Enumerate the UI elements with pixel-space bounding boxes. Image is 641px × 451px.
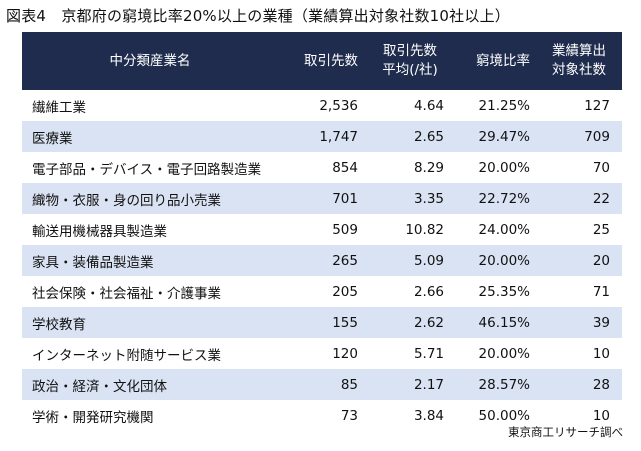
table-row: 社会保険・社会福祉・介護事業 205 2.66 25.35% 71	[22, 276, 622, 307]
cell-industry-name: インターネット附随サービス業	[32, 347, 221, 364]
cell-suppliers: 265	[332, 252, 358, 269]
cell-industry-name: 家具・装備品製造業	[32, 254, 154, 271]
data-table-container: 中分類産業名 取引先数 取引先数 平均(/社) 窮境比率 業績算出 対象社数 繊…	[22, 32, 622, 431]
cell-industry-name: 医療業	[32, 130, 73, 147]
header-row: 中分類産業名 取引先数 取引先数 平均(/社) 窮境比率 業績算出 対象社数	[22, 32, 622, 90]
cell-industry-name: 社会保険・社会福祉・介護事業	[32, 285, 221, 302]
cell-suppliers: 854	[332, 159, 358, 176]
cell-distress-ratio: 21.25%	[478, 97, 530, 114]
table-header: 中分類産業名 取引先数 取引先数 平均(/社) 窮境比率 業績算出 対象社数	[22, 32, 622, 90]
cell-distress-ratio: 29.47%	[478, 128, 530, 145]
cell-industry-name: 繊維工業	[32, 99, 86, 116]
cell-target-count: 127	[584, 97, 610, 114]
cell-avg-suppliers: 10.82	[405, 221, 444, 238]
table-row: 輸送用機械器具製造業 509 10.82 24.00% 25	[22, 214, 622, 245]
cell-avg-suppliers: 2.65	[413, 128, 444, 145]
header-target-line1: 業績算出	[552, 43, 606, 59]
header-avg-line1: 取引先数	[383, 43, 437, 59]
cell-target-count: 10	[592, 407, 610, 424]
cell-target-count: 71	[592, 283, 610, 300]
cell-distress-ratio: 24.00%	[478, 221, 530, 238]
cell-avg-suppliers: 8.29	[413, 159, 444, 176]
cell-industry-name: 学校教育	[32, 316, 86, 333]
cell-suppliers: 73	[340, 407, 358, 424]
cell-industry-name: 政治・経済・文化団体	[32, 378, 167, 395]
cell-suppliers: 509	[332, 221, 358, 238]
header-suppliers: 取引先数	[304, 52, 358, 69]
cell-target-count: 39	[592, 314, 610, 331]
cell-suppliers: 205	[332, 283, 358, 300]
table-row: 政治・経済・文化団体 85 2.17 28.57% 28	[22, 369, 622, 400]
header-distress-ratio: 窮境比率	[476, 52, 530, 69]
cell-industry-name: 学術・開発研究機関	[32, 409, 154, 426]
cell-industry-name: 織物・衣服・身の回り品小売業	[32, 192, 221, 209]
table-row: 電子部品・デバイス・電子回路製造業 854 8.29 20.00% 70	[22, 152, 622, 183]
cell-suppliers: 120	[332, 345, 358, 362]
industry-table: 中分類産業名 取引先数 取引先数 平均(/社) 窮境比率 業績算出 対象社数 繊…	[22, 32, 622, 431]
cell-target-count: 22	[592, 190, 610, 207]
cell-suppliers: 155	[332, 314, 358, 331]
cell-avg-suppliers: 4.64	[413, 97, 444, 114]
cell-distress-ratio: 20.00%	[478, 159, 530, 176]
cell-distress-ratio: 50.00%	[478, 407, 530, 424]
table-row: 学校教育 155 2.62 46.15% 39	[22, 307, 622, 338]
cell-avg-suppliers: 2.17	[413, 376, 444, 393]
cell-suppliers: 85	[340, 376, 358, 393]
cell-avg-suppliers: 3.35	[413, 190, 444, 207]
table-body: 繊維工業 2,536 4.64 21.25% 127 医療業 1,747 2.6…	[22, 90, 622, 431]
cell-target-count: 70	[592, 159, 610, 176]
header-target-count: 業績算出 対象社数	[542, 32, 622, 90]
source-note: 東京商工リサーチ調べ	[508, 425, 623, 439]
cell-target-count: 10	[592, 345, 610, 362]
cell-distress-ratio: 46.15%	[478, 314, 530, 331]
cell-target-count: 709	[584, 128, 610, 145]
cell-target-count: 20	[592, 252, 610, 269]
cell-suppliers: 2,536	[319, 97, 358, 114]
cell-distress-ratio: 28.57%	[478, 376, 530, 393]
cell-target-count: 28	[592, 376, 610, 393]
cell-industry-name: 輸送用機械器具製造業	[32, 223, 167, 240]
table-row: 繊維工業 2,536 4.64 21.25% 127	[22, 90, 622, 121]
header-avg-suppliers: 取引先数 平均(/社)	[370, 32, 456, 90]
cell-avg-suppliers: 5.09	[413, 252, 444, 269]
table-row: 医療業 1,747 2.65 29.47% 709	[22, 121, 622, 152]
cell-industry-name: 電子部品・デバイス・電子回路製造業	[32, 161, 262, 178]
table-row: 織物・衣服・身の回り品小売業 701 3.35 22.72% 22	[22, 183, 622, 214]
header-avg-line2: 平均(/社)	[382, 62, 438, 78]
cell-avg-suppliers: 2.66	[413, 283, 444, 300]
cell-target-count: 25	[592, 221, 610, 238]
table-row: 学術・開発研究機関 73 3.84 50.00% 10	[22, 400, 622, 431]
header-target-line2: 対象社数	[552, 62, 606, 78]
cell-distress-ratio: 20.00%	[478, 252, 530, 269]
cell-avg-suppliers: 2.62	[413, 314, 444, 331]
cell-avg-suppliers: 3.84	[413, 407, 444, 424]
table-row: 家具・装備品製造業 265 5.09 20.00% 20	[22, 245, 622, 276]
cell-suppliers: 1,747	[319, 128, 358, 145]
header-industry-name: 中分類産業名	[109, 52, 191, 69]
cell-avg-suppliers: 5.71	[413, 345, 444, 362]
cell-distress-ratio: 20.00%	[478, 345, 530, 362]
cell-distress-ratio: 22.72%	[478, 190, 530, 207]
figure-title: 図表4 京都府の窮境比率20%以上の業種（業績算出対象社数10社以上）	[6, 7, 510, 25]
table-row: インターネット附随サービス業 120 5.71 20.00% 10	[22, 338, 622, 369]
cell-suppliers: 701	[332, 190, 358, 207]
cell-distress-ratio: 25.35%	[478, 283, 530, 300]
